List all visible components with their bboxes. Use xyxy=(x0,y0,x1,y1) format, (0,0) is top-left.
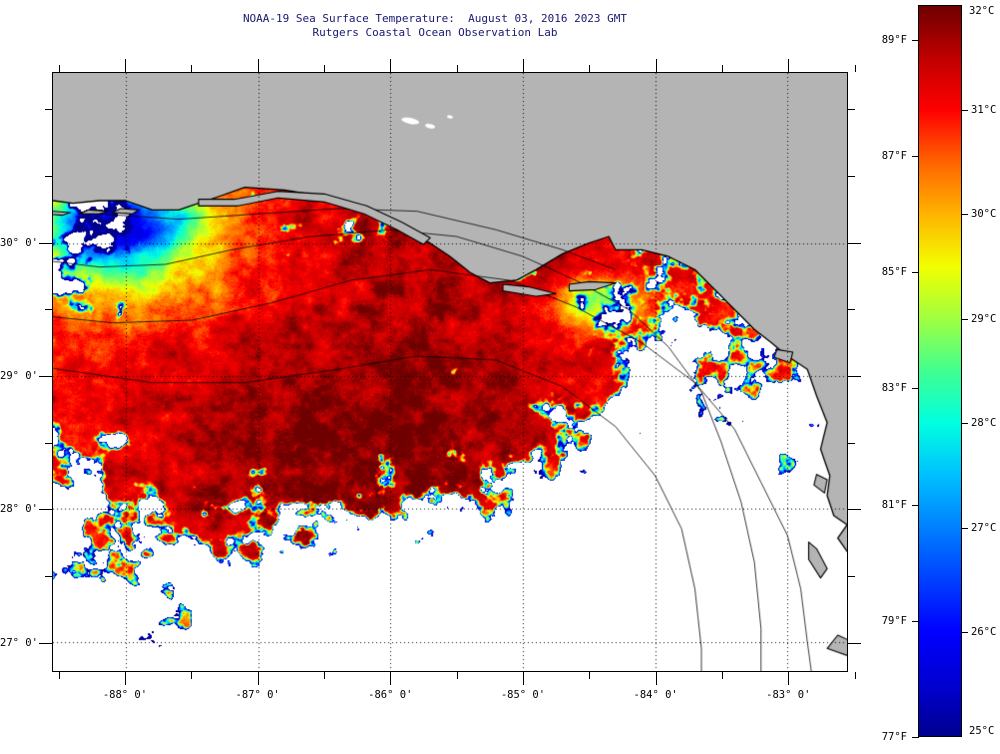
colorbar-tick xyxy=(961,632,968,634)
x-tick xyxy=(456,65,458,72)
x-tick xyxy=(390,672,392,685)
colorbar-fahrenheit-label: 83°F xyxy=(881,382,907,395)
x-tick xyxy=(854,672,856,679)
colorbar-tick xyxy=(961,109,968,111)
colorbar-celsius-label: 29°C xyxy=(971,312,997,325)
colorbar-tick xyxy=(961,318,968,320)
x-tick xyxy=(124,672,126,685)
y-tick xyxy=(45,576,52,577)
colorbar-tick xyxy=(912,737,919,738)
colorbar-fahrenheit-label: 85°F xyxy=(881,266,907,279)
y-tick xyxy=(848,109,855,111)
y-tick xyxy=(848,576,855,577)
title-line-1: NOAA-19 Sea Surface Temperature: August … xyxy=(242,12,628,25)
y-tick xyxy=(45,442,52,444)
x-axis-tick-label: -85° 0' xyxy=(500,689,546,701)
x-tick xyxy=(522,672,524,685)
x-tick xyxy=(655,59,657,72)
colorbar-tick xyxy=(961,214,968,216)
y-tick xyxy=(848,509,861,511)
y-tick xyxy=(39,376,52,377)
y-tick xyxy=(39,509,52,511)
x-tick xyxy=(323,65,325,72)
x-tick xyxy=(58,65,60,72)
x-tick xyxy=(58,672,60,679)
sst-map-plot-area xyxy=(52,72,848,672)
colorbar-celsius-label: 30°C xyxy=(971,208,997,221)
colorbar-tick xyxy=(912,156,919,158)
y-axis-tick-label: 27° 0' xyxy=(0,636,38,649)
colorbar-fahrenheit-label: 89°F xyxy=(881,33,907,46)
x-tick xyxy=(257,672,259,685)
x-axis-tick-label: -86° 0' xyxy=(368,689,413,701)
y-tick xyxy=(848,242,861,244)
x-tick xyxy=(589,672,591,679)
x-tick xyxy=(854,65,856,72)
x-tick xyxy=(522,59,524,72)
y-tick xyxy=(848,176,855,177)
y-tick xyxy=(39,242,52,244)
x-tick xyxy=(456,672,458,679)
x-tick xyxy=(655,672,657,685)
x-axis-tick-label: -88° 0' xyxy=(102,689,148,701)
colorbar-tick xyxy=(912,620,919,622)
x-tick xyxy=(191,672,193,679)
colorbar-fahrenheit-label: 81°F xyxy=(881,498,907,511)
x-tick xyxy=(257,59,259,72)
chart-title-block: NOAA-19 Sea Surface Temperature: August … xyxy=(0,12,870,40)
colorbar-celsius-label: 27°C xyxy=(971,521,997,534)
colorbar-tick xyxy=(912,39,919,41)
x-axis-tick-label: -83° 0' xyxy=(766,689,811,701)
x-axis-tick-label: -87° 0' xyxy=(235,689,280,701)
colorbar-celsius-label: 26°C xyxy=(971,626,997,639)
colorbar-celsius-label: 28°C xyxy=(971,417,997,430)
colorbar xyxy=(918,5,962,737)
x-tick xyxy=(124,59,126,72)
title-line-2: Rutgers Coastal Ocean Observation Lab xyxy=(312,26,558,39)
colorbar-fahrenheit-label: 77°F xyxy=(881,731,907,743)
sst-raster xyxy=(53,73,847,671)
y-tick xyxy=(45,176,52,177)
colorbar-tick xyxy=(912,388,919,390)
y-tick xyxy=(848,642,861,644)
x-tick xyxy=(721,65,723,72)
colorbar-celsius-label: 31°C xyxy=(971,103,997,116)
colorbar-tick xyxy=(912,272,919,274)
y-tick xyxy=(45,109,52,111)
colorbar-tick xyxy=(961,527,968,529)
x-tick xyxy=(390,59,392,72)
y-tick xyxy=(45,309,52,311)
x-axis-tick-label: -84° 0' xyxy=(633,689,678,701)
colorbar-celsius-label: 32°C xyxy=(969,5,995,17)
colorbar-tick xyxy=(912,504,919,506)
colorbar-gradient xyxy=(918,5,962,737)
x-tick xyxy=(323,672,325,679)
y-tick xyxy=(848,309,855,311)
y-axis-tick-label: 30° 0' xyxy=(0,236,38,249)
y-tick xyxy=(39,642,52,644)
y-axis-tick-label: 28° 0' xyxy=(0,503,38,516)
x-tick xyxy=(788,672,790,685)
x-tick xyxy=(589,65,591,72)
colorbar-tick xyxy=(961,423,968,425)
colorbar-fahrenheit-label: 87°F xyxy=(881,150,907,163)
x-tick xyxy=(788,59,790,72)
y-tick xyxy=(848,442,855,444)
y-axis-tick-label: 29° 0' xyxy=(0,370,38,382)
y-tick xyxy=(848,376,861,377)
colorbar-celsius-label: 25°C xyxy=(969,725,995,737)
x-tick xyxy=(191,65,193,72)
colorbar-fahrenheit-label: 79°F xyxy=(881,614,907,627)
x-tick xyxy=(721,672,723,679)
